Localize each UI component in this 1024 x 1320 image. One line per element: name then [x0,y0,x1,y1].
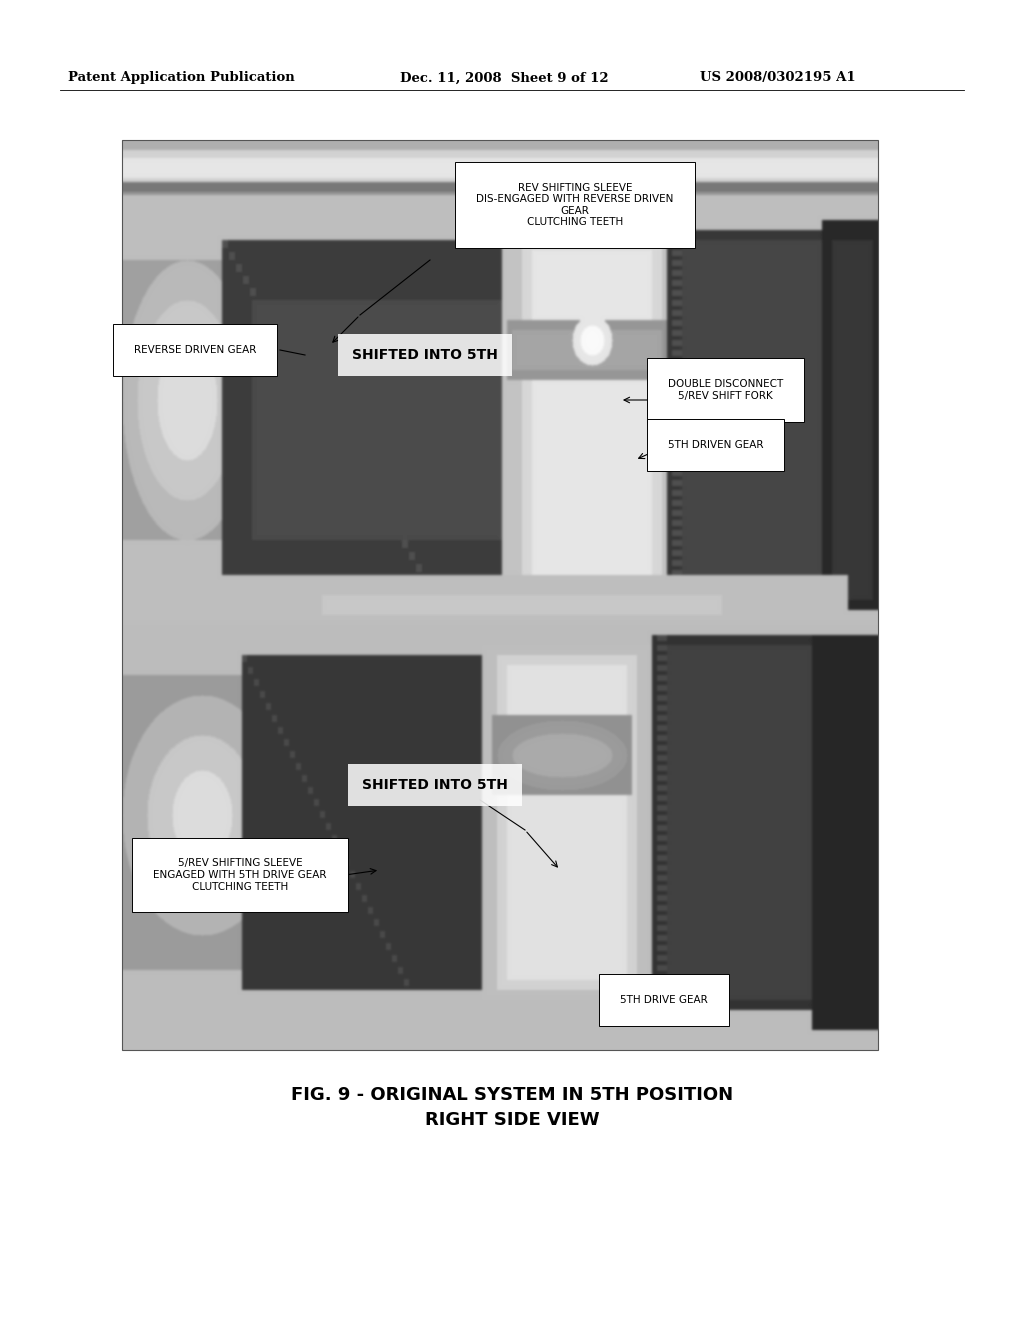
Text: REVERSE DRIVEN GEAR: REVERSE DRIVEN GEAR [134,345,256,355]
Text: RIGHT SIDE VIEW: RIGHT SIDE VIEW [425,1111,599,1129]
Text: SHIFTED INTO 5TH: SHIFTED INTO 5TH [362,777,508,792]
Text: 5TH DRIVE GEAR: 5TH DRIVE GEAR [620,995,708,1005]
Text: REV SHIFTING SLEEVE
DIS-ENGAGED WITH REVERSE DRIVEN
GEAR
CLUTCHING TEETH: REV SHIFTING SLEEVE DIS-ENGAGED WITH REV… [476,182,674,227]
Bar [122,140,878,1049]
Text: Dec. 11, 2008  Sheet 9 of 12: Dec. 11, 2008 Sheet 9 of 12 [400,71,608,84]
Text: US 2008/0302195 A1: US 2008/0302195 A1 [700,71,856,84]
Text: DOUBLE DISCONNECT
5/REV SHIFT FORK: DOUBLE DISCONNECT 5/REV SHIFT FORK [668,379,783,401]
Text: FIG. 9 - ORIGINAL SYSTEM IN 5TH POSITION: FIG. 9 - ORIGINAL SYSTEM IN 5TH POSITION [291,1086,733,1104]
Text: 5/REV SHIFTING SLEEVE
ENGAGED WITH 5TH DRIVE GEAR
CLUTCHING TEETH: 5/REV SHIFTING SLEEVE ENGAGED WITH 5TH D… [154,858,327,891]
Text: Patent Application Publication: Patent Application Publication [68,71,295,84]
Text: 5TH DRIVEN GEAR: 5TH DRIVEN GEAR [668,440,764,450]
Text: SHIFTED INTO 5TH: SHIFTED INTO 5TH [352,348,498,362]
